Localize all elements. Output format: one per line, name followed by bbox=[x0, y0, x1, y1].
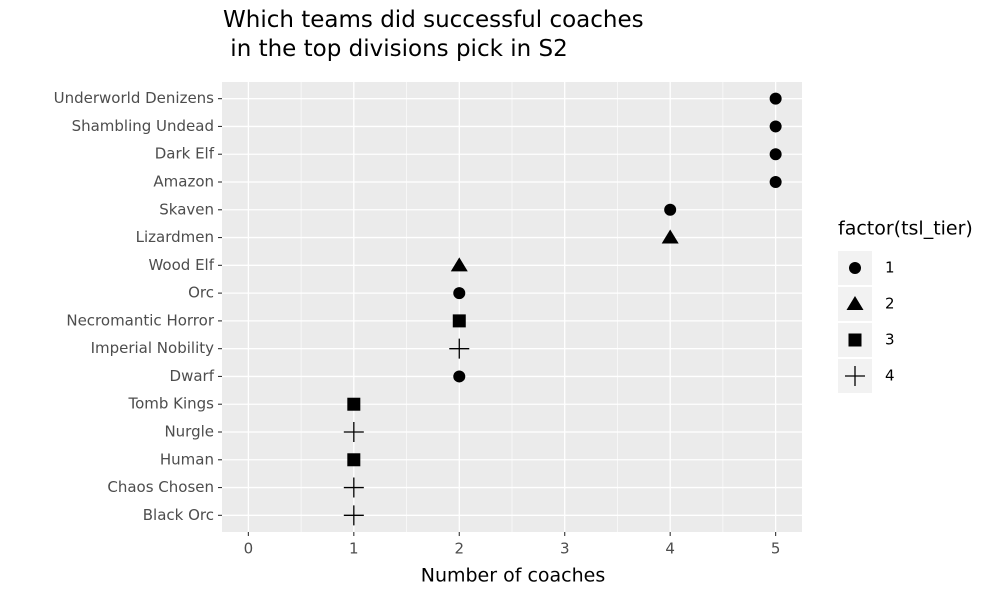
y-tick-label: Chaos Chosen bbox=[107, 478, 214, 496]
y-tick-label: Underworld Denizens bbox=[54, 89, 215, 107]
legend-symbol bbox=[848, 333, 862, 347]
y-tick-label: Black Orc bbox=[143, 506, 214, 524]
x-tick-label: 4 bbox=[665, 540, 675, 558]
x-tick-label: 1 bbox=[349, 540, 359, 558]
y-tick-label: Tomb Kings bbox=[127, 395, 214, 413]
legend-symbol bbox=[846, 296, 864, 310]
y-tick-label: Amazon bbox=[153, 173, 214, 191]
point bbox=[347, 453, 361, 467]
y-tick-label: Wood Elf bbox=[148, 256, 214, 274]
y-tick-label: Dark Elf bbox=[155, 145, 215, 163]
point bbox=[343, 477, 364, 498]
legend-symbol bbox=[845, 366, 865, 386]
y-tick-label: Human bbox=[160, 450, 214, 468]
point bbox=[449, 338, 470, 359]
legend-label: 1 bbox=[885, 259, 895, 277]
point bbox=[661, 229, 679, 244]
point bbox=[453, 287, 466, 300]
y-tick-label: Dwarf bbox=[170, 367, 215, 385]
x-tick-label: 5 bbox=[771, 540, 781, 558]
x-tick-label: 0 bbox=[244, 540, 254, 558]
legend-symbol bbox=[849, 262, 861, 274]
legend-label: 3 bbox=[885, 331, 895, 349]
y-tick-label: Shambling Undead bbox=[72, 117, 214, 135]
legend-title: factor(tsl_tier) bbox=[838, 218, 973, 240]
point bbox=[450, 257, 468, 272]
point bbox=[769, 120, 782, 133]
y-tick-label: Orc bbox=[188, 284, 214, 302]
y-tick-label: Skaven bbox=[159, 200, 214, 218]
point bbox=[452, 314, 466, 328]
point bbox=[343, 422, 364, 442]
x-tick-label: 2 bbox=[454, 540, 464, 558]
legend-label: 4 bbox=[885, 367, 895, 385]
x-axis-title: Number of coaches bbox=[421, 565, 606, 587]
y-tick-label: Nurgle bbox=[164, 423, 214, 441]
y-tick-label: Imperial Nobility bbox=[91, 339, 215, 357]
point bbox=[769, 92, 782, 105]
y-tick-label: Lizardmen bbox=[136, 228, 214, 246]
point bbox=[769, 148, 782, 161]
chart-title: Which teams did successful coaches in th… bbox=[223, 7, 644, 62]
legend-label: 2 bbox=[885, 295, 895, 313]
point bbox=[343, 505, 364, 526]
x-tick-label: 3 bbox=[560, 540, 570, 558]
point bbox=[347, 397, 361, 411]
y-tick-label: Necromantic Horror bbox=[66, 311, 214, 329]
point bbox=[664, 203, 677, 216]
point bbox=[769, 176, 782, 188]
point bbox=[453, 370, 466, 383]
